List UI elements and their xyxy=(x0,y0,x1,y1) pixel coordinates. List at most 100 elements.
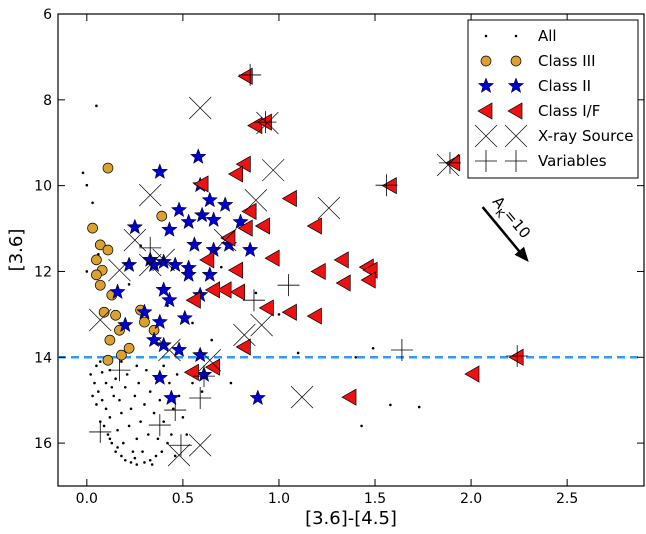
x-marker xyxy=(138,183,162,207)
star-marker xyxy=(201,191,219,208)
x-marker xyxy=(198,349,222,372)
dot-marker xyxy=(81,171,85,175)
dot-marker xyxy=(162,364,165,368)
arrow-head xyxy=(514,246,529,263)
dot-marker xyxy=(162,420,165,423)
dot-marker xyxy=(166,441,169,445)
triangle-marker xyxy=(333,251,349,269)
star-marker xyxy=(116,316,134,333)
triangle-marker xyxy=(254,217,270,235)
circle-marker xyxy=(94,279,106,291)
triangle-marker xyxy=(204,281,220,299)
star-marker xyxy=(151,369,169,385)
dot-marker xyxy=(129,407,133,411)
circle-marker xyxy=(110,309,121,321)
triangle-marker xyxy=(227,261,244,279)
dot-marker xyxy=(100,398,104,402)
legend-label: Variables xyxy=(538,152,607,170)
dot-marker xyxy=(104,407,108,411)
legend-label: Class III xyxy=(538,52,596,70)
dot-marker xyxy=(514,34,518,38)
star-marker xyxy=(507,77,525,94)
y-tick-label: 6 xyxy=(43,7,52,23)
dot-marker xyxy=(168,381,171,385)
dot-marker xyxy=(147,433,150,436)
triangle-marker xyxy=(306,307,322,325)
star-marker xyxy=(161,221,178,237)
dot-marker xyxy=(91,394,94,398)
circle-marker xyxy=(102,162,114,174)
dot-marker xyxy=(229,381,233,385)
circle-marker xyxy=(102,244,114,256)
triangle-marker xyxy=(508,348,524,366)
dot-marker xyxy=(91,201,94,205)
triangle-marker xyxy=(227,165,244,183)
x-marker xyxy=(244,188,268,212)
star-marker xyxy=(109,283,126,300)
triangle-marker xyxy=(341,388,357,406)
triangle-marker xyxy=(258,299,274,317)
dot-marker xyxy=(122,441,125,445)
dot-marker xyxy=(135,463,139,466)
circle-marker xyxy=(91,269,102,281)
dot-marker xyxy=(125,373,129,376)
circle-marker xyxy=(104,334,116,346)
plus-marker xyxy=(505,150,527,172)
dot-marker xyxy=(277,313,281,316)
legend-box xyxy=(467,19,639,179)
legend-label: X-ray Source xyxy=(538,127,633,145)
star-marker xyxy=(170,341,188,358)
x-marker xyxy=(233,323,256,347)
x-tick-label: 0.0 xyxy=(76,491,98,507)
dot-marker xyxy=(114,450,117,453)
dot-marker xyxy=(210,338,214,342)
plus-marker xyxy=(254,111,277,134)
dot-marker xyxy=(102,424,106,428)
plus-marker xyxy=(89,420,112,443)
circle-marker xyxy=(510,55,522,67)
x-marker xyxy=(138,253,162,277)
star-marker xyxy=(189,148,207,164)
dot-marker xyxy=(296,351,300,355)
dot-marker xyxy=(191,381,194,385)
dot-marker xyxy=(85,183,89,187)
dot-marker xyxy=(106,433,110,436)
dot-marker xyxy=(116,428,119,432)
dot-marker xyxy=(108,437,112,441)
dot-marker xyxy=(191,321,194,325)
star-marker xyxy=(170,201,188,218)
x-marker xyxy=(89,308,112,332)
x-marker xyxy=(167,443,191,467)
plus-marker xyxy=(164,399,187,422)
dot-marker xyxy=(98,360,102,363)
star-marker xyxy=(151,163,169,179)
dot-marker xyxy=(95,104,98,108)
y-axis-label: [3.6] xyxy=(6,229,27,272)
circle-marker xyxy=(94,239,106,251)
dot-marker xyxy=(143,403,146,406)
dot-marker xyxy=(148,458,152,462)
x-marker xyxy=(152,248,175,272)
legend: All Class III Class II Class I/F X-ray Sourc… xyxy=(467,19,639,179)
triangle-marker xyxy=(199,251,215,269)
triangle-marker xyxy=(216,281,232,299)
dot-marker xyxy=(104,381,108,385)
triangle-marker xyxy=(185,291,201,309)
dot-marker xyxy=(389,403,392,407)
plot-area xyxy=(58,63,644,467)
dot-marker xyxy=(120,454,123,458)
triangle-marker xyxy=(235,155,251,173)
star-marker xyxy=(155,281,172,297)
dot-marker xyxy=(95,364,98,368)
dot-marker xyxy=(95,403,98,406)
star-marker xyxy=(232,213,249,230)
plus-marker xyxy=(438,151,461,174)
x-marker xyxy=(213,228,237,252)
dot-marker xyxy=(112,394,116,398)
plus-marker xyxy=(169,434,192,457)
dot-marker xyxy=(133,394,137,398)
x-tick-label: 2.5 xyxy=(556,491,578,507)
dot-marker xyxy=(354,355,358,359)
x-marker xyxy=(474,124,498,148)
plus-marker xyxy=(108,359,131,382)
